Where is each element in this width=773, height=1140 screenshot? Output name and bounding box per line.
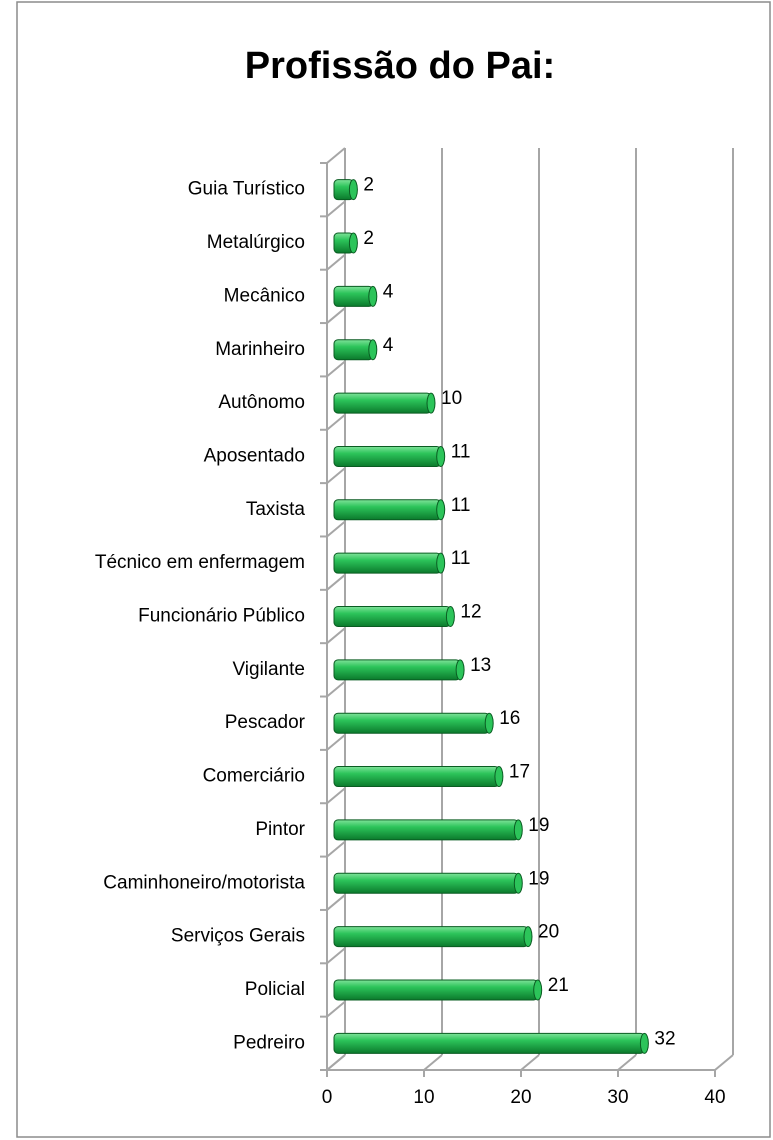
data-label: 16	[499, 708, 520, 729]
bar	[333, 499, 442, 521]
floor-line	[423, 1054, 443, 1071]
data-label: 4	[383, 335, 394, 356]
bar-cap	[436, 445, 446, 467]
x-tick-label: 20	[510, 1087, 531, 1108]
floor-line	[617, 1054, 637, 1071]
data-label: 13	[470, 655, 491, 676]
data-label: 11	[451, 441, 471, 462]
bar	[333, 285, 374, 307]
bar	[333, 1032, 645, 1054]
y-tick-label: Caminhoneiro/motorista	[103, 872, 305, 893]
bar	[333, 872, 519, 894]
bar-cap	[533, 979, 543, 1001]
side-line	[326, 680, 346, 698]
y-tick-label: Serviços Gerais	[171, 926, 305, 947]
side-line	[326, 787, 346, 805]
y-tick-label: Funcionário Público	[138, 606, 305, 627]
x-tick-label: 0	[322, 1087, 333, 1108]
x-tick-label: 30	[607, 1087, 628, 1108]
bar-cap	[368, 285, 378, 307]
floor-line	[714, 1054, 734, 1071]
data-label: 17	[509, 762, 530, 783]
bar	[333, 766, 500, 788]
y-tick-label: Marinheiro	[215, 339, 305, 360]
bar-cap	[368, 339, 378, 361]
bar-cap	[455, 659, 465, 681]
y-tick-label: Comerciário	[203, 766, 305, 787]
data-label: 11	[451, 548, 471, 569]
floor-line	[520, 1054, 540, 1071]
bar-cap	[436, 552, 446, 574]
bar	[333, 606, 451, 627]
data-label: 11	[451, 495, 471, 516]
side-line	[326, 574, 346, 591]
y-tick-label: Vigilante	[232, 659, 305, 680]
bar-cap	[426, 392, 436, 414]
bar-cap	[445, 606, 455, 627]
side-line	[326, 894, 346, 911]
side-line	[326, 307, 346, 324]
side-line	[326, 147, 346, 164]
y-tick-label: Mecânico	[224, 285, 305, 306]
side-line	[326, 360, 346, 378]
data-label: 2	[363, 228, 374, 249]
data-label: 12	[460, 602, 481, 623]
side-line	[326, 467, 346, 484]
bar	[333, 339, 374, 361]
bar	[333, 712, 490, 734]
bar-cap	[639, 1032, 649, 1054]
data-label: 19	[528, 868, 549, 889]
bar	[333, 979, 539, 1001]
bar-cap	[348, 179, 358, 201]
bar	[333, 392, 432, 414]
y-tick-label: Guia Turístico	[188, 179, 305, 200]
data-label: 19	[528, 815, 549, 836]
data-label: 21	[548, 975, 569, 996]
bar-cap	[494, 766, 504, 788]
y-tick-label: Pedreiro	[233, 1032, 305, 1053]
side-line	[326, 253, 346, 271]
chart-title: Profissão do Pai:	[245, 45, 555, 87]
x-tick-label: 40	[704, 1087, 725, 1108]
bar	[333, 552, 442, 574]
y-tick-label: Aposentado	[204, 445, 305, 466]
side-line	[326, 1000, 346, 1018]
x-tick-label: 10	[413, 1087, 434, 1108]
y-tick-label: Autônomo	[218, 392, 305, 413]
y-tick-label: Pescador	[225, 712, 306, 733]
y-tick-label: Policial	[245, 979, 305, 1000]
data-label: 2	[363, 175, 374, 196]
side-line	[326, 627, 346, 644]
side-line	[326, 734, 346, 751]
bar-cap	[436, 499, 446, 521]
bar-cap	[513, 819, 523, 841]
y-tick-label: Pintor	[255, 819, 305, 840]
side-line	[326, 520, 346, 538]
bar	[333, 819, 519, 841]
data-label: 32	[654, 1028, 675, 1049]
bar-cap	[348, 232, 358, 254]
y-tick-label: Metalúrgico	[207, 232, 305, 253]
side-line	[326, 947, 346, 965]
data-label: 20	[538, 922, 559, 943]
bar	[333, 659, 461, 681]
bar-cap	[513, 872, 523, 894]
data-label: 10	[441, 388, 462, 409]
bar-cap	[523, 926, 533, 948]
side-line	[326, 840, 346, 858]
y-tick-label: Taxista	[246, 499, 306, 520]
bar	[333, 926, 529, 948]
side-line	[326, 413, 346, 431]
bar	[333, 445, 442, 467]
data-label: 4	[383, 281, 394, 302]
y-tick-label: Técnico em enfermagem	[95, 552, 305, 573]
side-line	[326, 200, 346, 218]
side-line	[326, 1054, 346, 1071]
bar-cap	[484, 712, 494, 734]
